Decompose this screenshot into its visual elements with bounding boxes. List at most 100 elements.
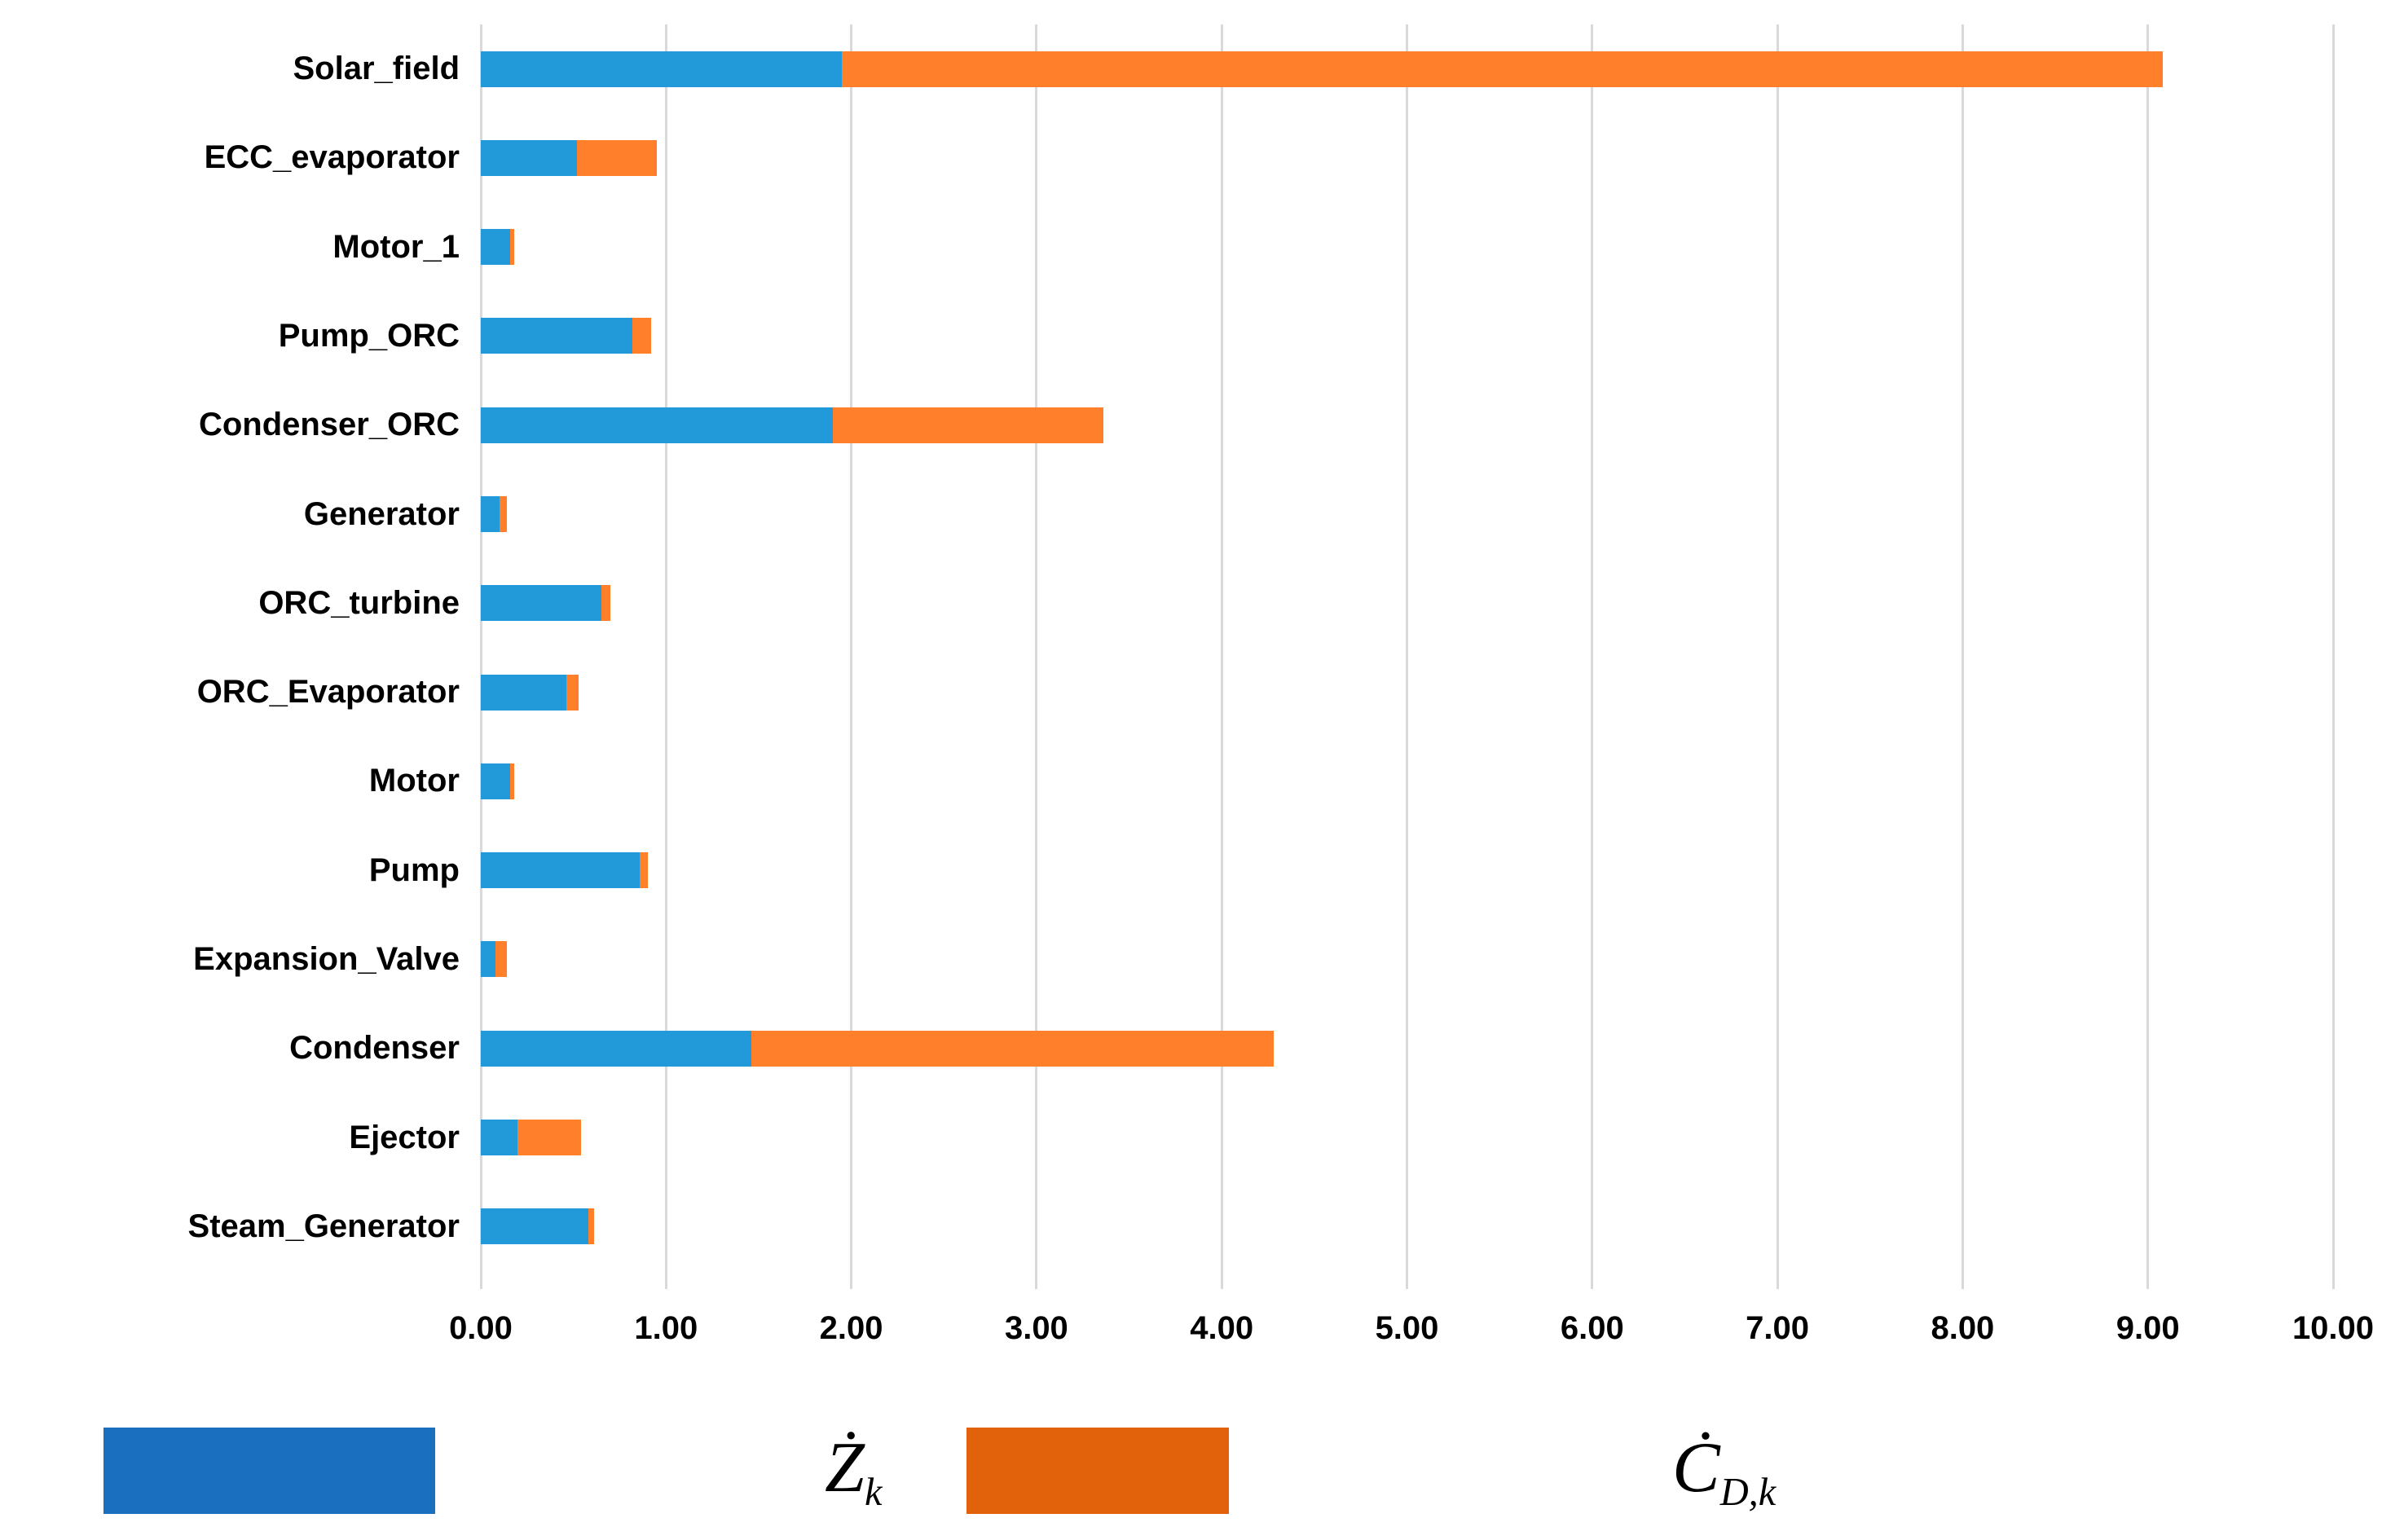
gridline <box>479 24 482 1289</box>
bar-segment-zk <box>481 407 833 443</box>
stacked-bar <box>481 1120 581 1156</box>
bar-segment-zk <box>481 1030 751 1067</box>
bar-row <box>481 469 2333 558</box>
category-label: Generator <box>303 495 460 532</box>
stacked-bar <box>481 318 652 354</box>
category-label: Motor <box>368 763 460 799</box>
legend-label-cdk: ĊD,k <box>1672 1415 1776 1520</box>
category-label: Pump <box>368 851 460 888</box>
bar-segment-cdk <box>632 318 652 354</box>
stacked-bar <box>481 407 1103 443</box>
bar-segment-zk <box>481 229 511 266</box>
stacked-bar <box>481 139 657 176</box>
gridline <box>2146 24 2150 1289</box>
stacked-bar <box>481 674 579 711</box>
category-label: ORC_Evaporator <box>196 674 460 711</box>
bar-row <box>481 1004 2333 1093</box>
legend-label-zk: Żk <box>825 1415 882 1520</box>
bar-row <box>481 24 2333 113</box>
bar-segment-zk <box>481 51 843 87</box>
bar-segment-cdk <box>751 1030 1274 1067</box>
bar-row <box>481 737 2333 825</box>
x-tick-label: 5.00 <box>1375 1310 1439 1346</box>
x-tick-label: 8.00 <box>1931 1310 1995 1346</box>
bar-segment-cdk <box>832 407 1103 443</box>
stacked-bar <box>481 1030 1274 1067</box>
x-tick-label: 3.00 <box>1004 1310 1068 1346</box>
stacked-bar <box>481 763 514 799</box>
category-label: ECC_evaporator <box>204 139 460 176</box>
x-tick-label: 0.00 <box>449 1310 513 1346</box>
bar-segment-zk <box>481 1120 518 1156</box>
bar-segment-cdk <box>842 51 2163 87</box>
bar-row <box>481 203 2333 292</box>
bar-segment-cdk <box>601 585 611 622</box>
zk-symbol: Żk <box>825 1428 883 1514</box>
bar-segment-cdk <box>499 496 507 533</box>
category-label: Condenser_ORC <box>198 407 460 443</box>
bar-segment-cdk <box>640 852 648 889</box>
category-label: Steam_Generator <box>187 1208 460 1244</box>
x-tick-label: 2.00 <box>819 1310 883 1346</box>
bar-row <box>481 381 2333 469</box>
stacked-bar <box>481 229 514 266</box>
bar-segment-cdk <box>495 941 507 978</box>
x-tick-label: 6.00 <box>1560 1310 1624 1346</box>
bar-segment-cdk <box>517 1120 581 1156</box>
gridline <box>850 24 853 1289</box>
stacked-bar <box>481 941 507 978</box>
bar-row <box>481 559 2333 648</box>
bar-segment-zk <box>481 852 641 889</box>
x-tick-label: 10.00 <box>2292 1310 2375 1346</box>
legend-swatch-zk <box>103 1428 435 1514</box>
bar-row <box>481 292 2333 381</box>
bar-segment-cdk <box>577 139 657 176</box>
bar-segment-zk <box>481 318 633 354</box>
bar-row <box>481 915 2333 1004</box>
legend-swatch-cdk <box>966 1428 1229 1514</box>
category-label: Expansion_Valve <box>193 940 460 977</box>
x-tick-label: 1.00 <box>634 1310 698 1346</box>
stacked-bar <box>481 1208 594 1245</box>
gridline <box>664 24 667 1289</box>
bar-segment-cdk <box>566 674 579 711</box>
bar-row <box>481 1093 2333 1181</box>
gridline <box>1220 24 1223 1289</box>
stacked-bar <box>481 496 507 533</box>
x-tick-label: 4.00 <box>1190 1310 1254 1346</box>
gridline <box>1961 24 1964 1289</box>
bar-row <box>481 648 2333 737</box>
stacked-bar <box>481 585 611 622</box>
category-axis: Solar_field ECC_evaporator Motor_1 Pump_ORC… <box>0 24 471 1271</box>
category-label: ORC_turbine <box>258 584 460 621</box>
bar-segment-zk <box>481 496 500 533</box>
bar-segment-zk <box>481 941 496 978</box>
stacked-bar <box>481 51 2163 87</box>
bar-segment-zk <box>481 585 601 622</box>
category-label: Solar_field <box>293 51 460 87</box>
bar-row <box>481 826 2333 915</box>
cdk-symbol: ĊD,k <box>1672 1428 1777 1514</box>
bar-row <box>481 113 2333 202</box>
bar-segment-cdk <box>510 229 514 266</box>
category-label: Pump_ORC <box>278 317 460 354</box>
gridline <box>1406 24 1408 1289</box>
stacked-bar <box>481 852 648 889</box>
category-label: Ejector <box>349 1119 460 1155</box>
gridline <box>1035 24 1038 1289</box>
x-tick-label: 9.00 <box>2116 1310 2180 1346</box>
category-label: Motor_1 <box>332 228 460 265</box>
gridline <box>2331 24 2335 1289</box>
bar-segment-cdk <box>510 763 514 799</box>
bar-segment-zk <box>481 1208 588 1245</box>
category-label: Condenser <box>289 1030 460 1067</box>
bar-segment-zk <box>481 139 578 176</box>
bar-segment-zk <box>481 674 566 711</box>
gridline <box>1776 24 1779 1289</box>
x-tick-label: 7.00 <box>1746 1310 1810 1346</box>
bar-row <box>481 1182 2333 1271</box>
gridline <box>1591 24 1594 1289</box>
plot-area <box>481 24 2333 1271</box>
bar-segment-cdk <box>588 1208 594 1245</box>
